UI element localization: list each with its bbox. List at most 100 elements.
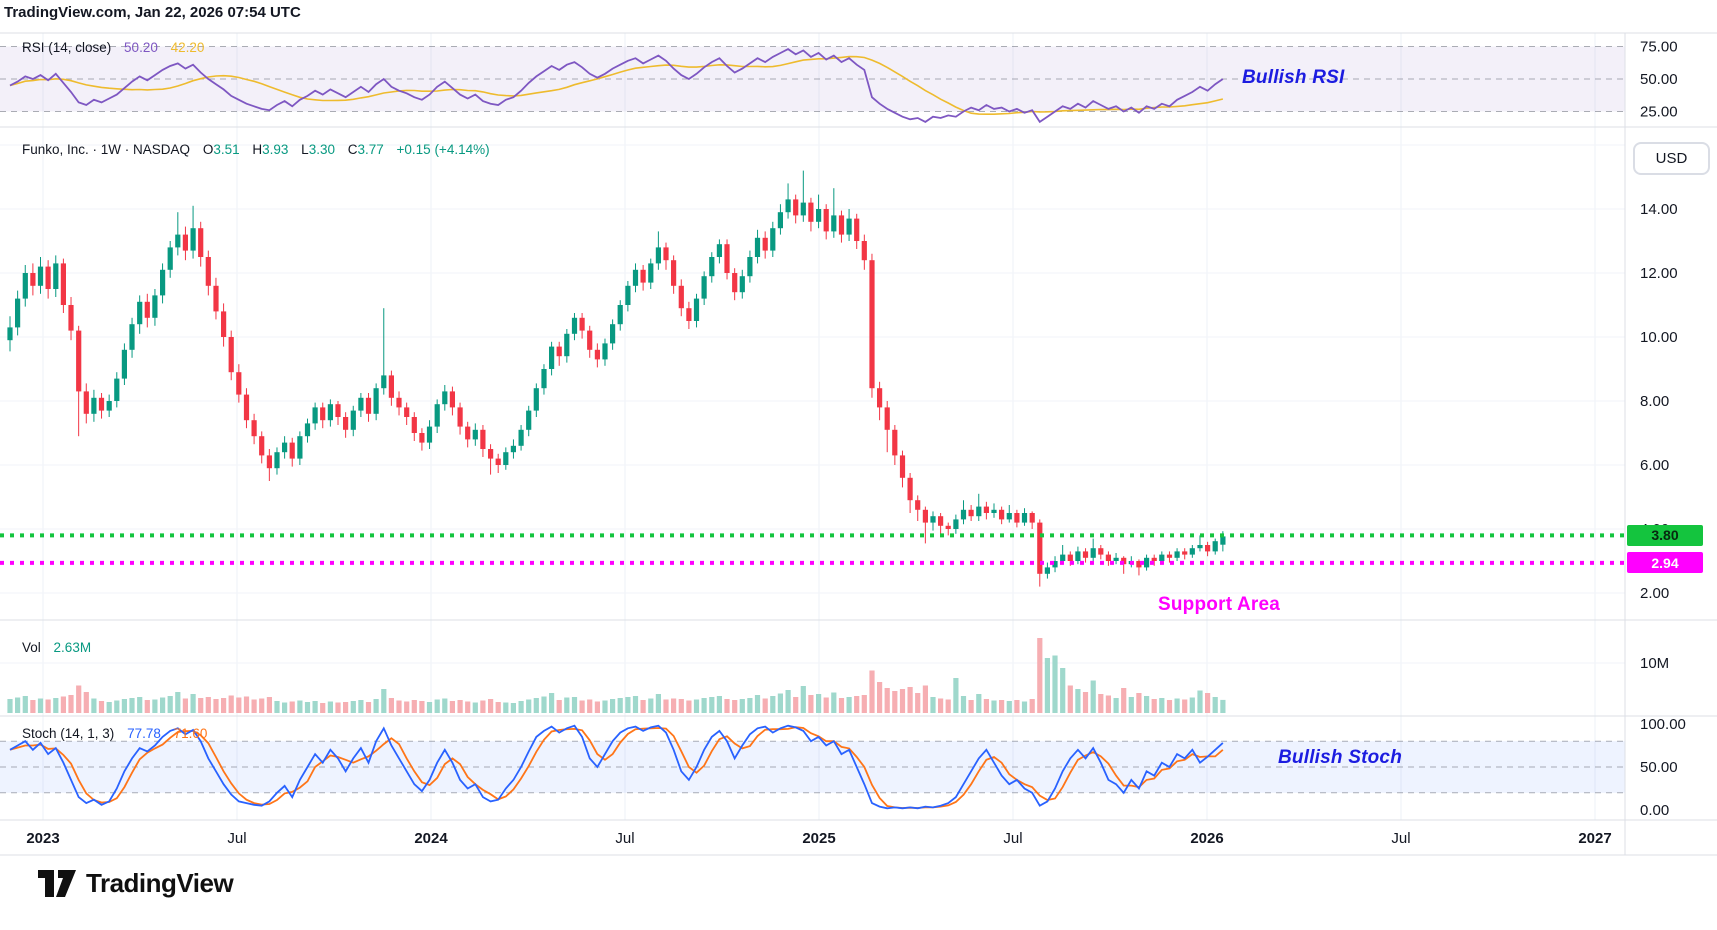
candle-body <box>648 263 654 283</box>
candle-body <box>846 218 852 235</box>
volume-bar <box>594 701 600 713</box>
volume-bar <box>968 700 974 713</box>
candle-body <box>503 452 509 465</box>
price-axis-label: 10.00 <box>1640 329 1678 346</box>
candle-body <box>556 346 562 357</box>
candle-body <box>228 337 234 373</box>
candle-body <box>343 417 349 430</box>
candle-body <box>1052 561 1058 568</box>
candle-body <box>610 324 616 344</box>
volume-bar <box>762 698 768 713</box>
time-axis-label: 2024 <box>414 830 448 847</box>
volume-bar <box>1021 701 1028 713</box>
candle-body <box>495 458 501 465</box>
tradingview-logo-icon <box>38 870 76 897</box>
volume-bar <box>663 699 669 713</box>
close-value: 3.77 <box>357 142 384 157</box>
volume-bar <box>587 699 593 713</box>
candle-body <box>37 266 44 286</box>
candle-body <box>1136 561 1142 568</box>
candle-body <box>312 407 318 424</box>
volume-legend[interactable]: Vol 2.63M <box>22 640 91 655</box>
bullish-rsi-annotation[interactable]: Bullish RSI <box>1242 67 1345 88</box>
candle-body <box>1037 522 1043 574</box>
volume-bar <box>488 699 494 713</box>
candle-body <box>1205 545 1211 552</box>
volume-bar <box>671 698 677 713</box>
volume-bar <box>1082 692 1089 713</box>
candle-body <box>205 257 211 286</box>
chart-canvas[interactable]: 75.0050.0025.0014.0012.0010.008.006.004.… <box>0 0 1717 860</box>
rsi-ma-line[interactable] <box>9 55 1224 115</box>
volume-bar <box>716 696 722 713</box>
candle-body <box>30 273 36 286</box>
currency-badge[interactable]: USD <box>1633 142 1710 175</box>
volume-bar <box>1121 688 1127 713</box>
volume-bar <box>167 696 173 713</box>
candle-body <box>831 215 837 232</box>
volume-bar <box>388 698 394 713</box>
rsi-legend[interactable]: RSI (14, close) 50.20 42.20 <box>22 40 204 55</box>
symbol-legend[interactable]: Funko, Inc. · 1W · NASDAQ O3.51 H3.93 L3… <box>22 142 490 157</box>
volume-bar <box>457 700 463 713</box>
stoch-axis-label: 100.00 <box>1640 716 1686 733</box>
stoch-d-line[interactable] <box>9 726 1224 809</box>
candle-body <box>549 346 555 369</box>
volume-bar <box>823 697 829 713</box>
time-axis-label: Jul <box>227 830 246 847</box>
rsi-line[interactable] <box>9 48 1224 124</box>
candle-body <box>999 509 1005 520</box>
candle-body <box>617 305 623 325</box>
change-value: +0.15 (+4.14%) <box>396 142 490 157</box>
candle-body <box>671 260 677 286</box>
candle-body <box>625 285 631 305</box>
volume-bar <box>442 698 448 713</box>
support-area-annotation[interactable]: Support Area <box>1158 594 1281 615</box>
volume-bar <box>655 694 661 713</box>
candle-body <box>114 378 120 401</box>
volume-bar <box>564 697 570 713</box>
candle-body <box>793 199 799 216</box>
bullish-stoch-annotation[interactable]: Bullish Stoch <box>1278 747 1402 768</box>
volume-bar <box>434 699 440 713</box>
candle-body <box>823 209 829 232</box>
rsi-axis-label: 50.00 <box>1640 71 1678 88</box>
volume-bar <box>899 689 906 713</box>
volume-bar <box>1151 699 1157 713</box>
volume-bar <box>800 686 806 713</box>
stoch-k-line[interactable] <box>9 724 1224 810</box>
low-value: 3.30 <box>308 142 335 157</box>
tradingview-logo[interactable]: TradingView <box>38 868 234 899</box>
candle-body <box>7 327 13 341</box>
candle-body <box>1159 554 1165 561</box>
volume-bar <box>251 699 257 713</box>
volume-bar <box>37 698 44 713</box>
volume-bar <box>1075 689 1081 713</box>
volume-bar <box>754 695 761 713</box>
candle-body <box>1082 551 1089 558</box>
candle-body <box>762 237 768 251</box>
stoch-legend[interactable]: Stoch (14, 1, 3) 77.78 71.60 <box>22 726 207 741</box>
candle-body <box>76 330 82 392</box>
volume-bar <box>1037 638 1043 713</box>
candle-body <box>1098 548 1104 555</box>
candle-body <box>564 333 570 357</box>
candle-body <box>922 509 928 523</box>
candle-body <box>1197 545 1203 549</box>
close-label: C <box>347 142 358 157</box>
candle-body <box>137 301 143 325</box>
volume-bar <box>259 698 265 713</box>
volume-bar <box>960 696 967 713</box>
price-axis-label: 12.00 <box>1640 265 1678 282</box>
candle-body <box>1060 554 1066 561</box>
candle-body <box>45 266 51 289</box>
candle-body <box>68 305 74 331</box>
candle-body <box>365 397 372 414</box>
candle-body <box>976 506 982 517</box>
candle-body <box>816 209 822 222</box>
candle-body <box>358 397 364 411</box>
candle-body <box>869 260 875 389</box>
candle-body <box>373 388 379 414</box>
candle-body <box>419 433 425 443</box>
candle-body <box>167 247 173 270</box>
